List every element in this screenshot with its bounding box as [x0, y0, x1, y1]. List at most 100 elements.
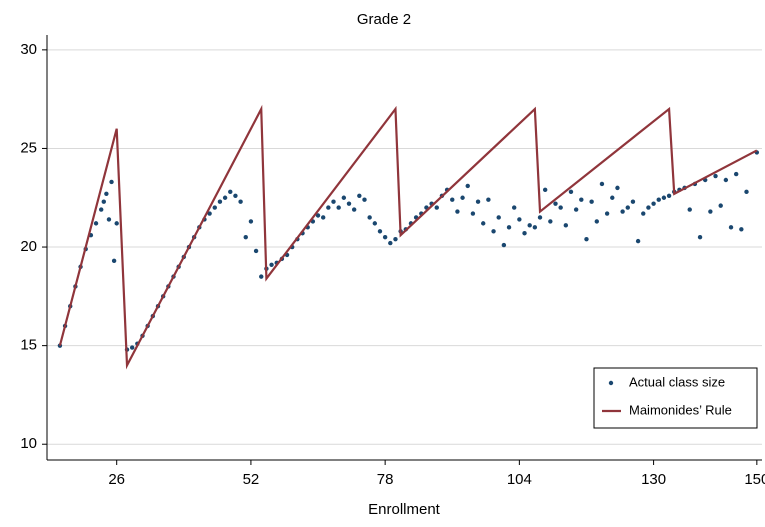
point — [233, 193, 238, 198]
point — [434, 205, 439, 210]
point — [641, 211, 646, 216]
point — [320, 215, 326, 220]
legend-label: Actual class size — [629, 374, 725, 389]
point — [610, 195, 615, 200]
point — [341, 195, 347, 200]
point — [222, 195, 228, 200]
point — [553, 201, 558, 206]
point — [253, 248, 259, 254]
point — [517, 217, 522, 222]
point — [630, 199, 636, 204]
point — [537, 215, 543, 220]
legend-marker — [608, 380, 614, 386]
point — [331, 199, 336, 204]
point — [527, 223, 532, 228]
x-tick-label: 78 — [377, 471, 394, 488]
point — [475, 199, 481, 204]
x-axis-title: Enrollment — [368, 501, 441, 518]
y-tick-label: 30 — [20, 41, 37, 58]
point — [109, 179, 114, 185]
y-tick-label: 10 — [20, 435, 37, 452]
point — [594, 219, 600, 224]
point — [362, 197, 367, 202]
point — [315, 213, 321, 218]
y-tick-label: 20 — [20, 238, 37, 255]
point — [104, 191, 109, 197]
x-tick-label: 26 — [108, 471, 125, 488]
point — [723, 177, 729, 183]
point — [635, 238, 641, 244]
y-tick-label: 25 — [20, 139, 37, 156]
point — [568, 189, 574, 195]
point — [651, 201, 656, 206]
point — [111, 258, 117, 264]
point — [697, 234, 703, 240]
point — [728, 225, 734, 230]
point — [687, 207, 692, 212]
point — [579, 197, 584, 202]
x-tick-label: 130 — [641, 471, 666, 488]
point — [615, 185, 620, 191]
point — [604, 211, 610, 216]
chart-title: Grade 2 — [357, 11, 411, 28]
point — [470, 211, 476, 216]
point — [388, 240, 393, 246]
point — [248, 219, 254, 224]
point — [106, 217, 112, 222]
point — [646, 205, 651, 210]
point — [584, 236, 589, 242]
point — [739, 227, 744, 232]
point — [129, 345, 135, 350]
point — [207, 211, 212, 216]
point — [460, 195, 465, 200]
point — [326, 205, 331, 210]
point — [486, 197, 491, 202]
point — [708, 209, 713, 214]
point — [465, 183, 470, 189]
point — [666, 193, 672, 198]
x-tick-label: 104 — [507, 471, 532, 488]
x-tick-label: 52 — [243, 471, 260, 488]
point — [357, 193, 362, 198]
y-tick-label: 15 — [20, 337, 37, 354]
point — [599, 181, 605, 187]
point — [372, 221, 378, 226]
point — [114, 221, 119, 226]
point — [522, 231, 527, 236]
point — [501, 242, 507, 248]
point — [713, 173, 718, 179]
point — [733, 171, 739, 177]
point — [217, 199, 223, 204]
point — [625, 205, 630, 210]
x-tick-label: 150 — [744, 471, 765, 488]
point — [620, 209, 625, 214]
point — [496, 215, 501, 220]
point — [558, 205, 563, 210]
point — [238, 199, 243, 204]
point — [346, 201, 352, 206]
point — [573, 207, 579, 212]
point — [101, 199, 106, 204]
legend-label: Maimonides’ Rule — [629, 402, 732, 417]
point — [382, 234, 388, 240]
point — [512, 205, 517, 210]
point — [718, 203, 723, 208]
point — [506, 225, 512, 230]
point — [212, 205, 217, 210]
point — [450, 197, 455, 202]
point — [542, 187, 548, 193]
point — [269, 262, 274, 267]
point — [336, 205, 341, 210]
line — [58, 104, 758, 370]
point — [491, 229, 496, 234]
point — [377, 229, 383, 234]
point — [661, 195, 667, 200]
point — [228, 189, 233, 195]
point — [99, 207, 104, 212]
point — [744, 189, 749, 195]
point — [656, 197, 661, 202]
point — [455, 209, 460, 214]
point — [351, 207, 357, 212]
point — [481, 221, 486, 226]
